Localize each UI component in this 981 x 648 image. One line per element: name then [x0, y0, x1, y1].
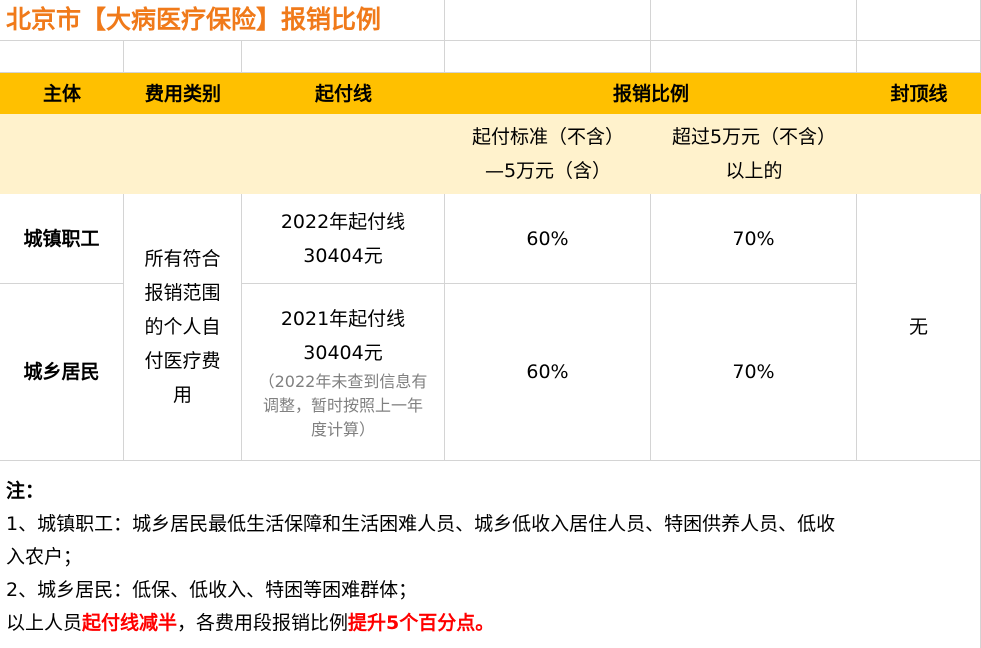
threshold-line2: 30404元 [303, 342, 383, 364]
empty-cell[interactable] [445, 41, 651, 73]
header-cap[interactable]: 封顶线 [857, 73, 981, 114]
category-line: 报销范围 [144, 282, 221, 304]
sheet-title[interactable]: 北京市【大病医疗保险】报销比例 [0, 0, 445, 41]
threshold-line1: 2021年起付线 [280, 308, 406, 330]
cap-merged-cell[interactable]: 无 [857, 194, 981, 461]
row-subject-urban-employee[interactable]: 城镇职工 [0, 194, 124, 284]
header-ratio[interactable]: 报销比例 [445, 73, 857, 114]
header-subject[interactable]: 主体 [0, 73, 124, 114]
row-ratio-high-rural-resident[interactable]: 70% [651, 284, 857, 461]
row-subject-rural-resident[interactable]: 城乡居民 [0, 284, 124, 461]
subheader-ratio-high-line1: 超过5万元（不含） [671, 126, 837, 148]
subheader-ratio-high-line2: 以上的 [725, 160, 783, 182]
row-threshold-urban-employee[interactable]: 2022年起付线 30404元 [242, 194, 445, 284]
subheader-ratio-low[interactable]: 起付标准（不含） —5万元（含） [445, 114, 651, 194]
subheader-empty[interactable] [857, 114, 981, 194]
threshold-line2: 30404元 [303, 244, 383, 267]
empty-cell[interactable] [445, 0, 651, 41]
empty-cell[interactable] [124, 41, 242, 73]
empty-cell[interactable] [0, 41, 124, 73]
category-line: 付医疗费 [144, 350, 221, 372]
notes-line4-prefix: 以上人员 [6, 612, 83, 634]
empty-cell[interactable] [651, 0, 857, 41]
header-threshold[interactable]: 起付线 [242, 73, 445, 114]
category-line: 用 [172, 384, 192, 406]
notes-heading: 注： [6, 480, 45, 502]
empty-cell[interactable] [857, 0, 981, 41]
row-ratio-low-urban-employee[interactable]: 60% [445, 194, 651, 284]
subheader-ratio-low-line1: 起付标准（不含） [471, 126, 624, 148]
category-merged-cell[interactable]: 所有符合 报销范围 的个人自 付医疗费 用 [124, 194, 242, 461]
threshold-note-line3: 度计算） [310, 420, 375, 439]
empty-cell[interactable] [242, 41, 445, 73]
notes-line3: 2、城乡居民：低保、低收入、特困等困难群体； [6, 579, 418, 601]
notes-line2: 入农户； [6, 546, 83, 568]
subheader-ratio-low-line2: —5万元（含） [484, 160, 612, 182]
notes-line4: 以上人员起付线减半，各费用段报销比例提升5个百分点。 [6, 607, 980, 640]
category-line: 所有符合 [144, 248, 221, 270]
row-ratio-high-urban-employee[interactable]: 70% [651, 194, 857, 284]
subheader-ratio-high[interactable]: 超过5万元（不含） 以上的 [651, 114, 857, 194]
threshold-line1: 2022年起付线 [280, 210, 406, 233]
notes-cell[interactable]: 注： 1、城镇职工：城乡居民最低生活保障和生活困难人员、城乡低收入居住人员、特困… [0, 461, 981, 648]
notes-line4-mid: ，各费用段报销比例 [177, 612, 349, 634]
empty-cell[interactable] [857, 41, 981, 73]
row-threshold-rural-resident[interactable]: 2021年起付线 30404元 （2022年未查到信息有 调整，暂时按照上一年 … [242, 284, 445, 461]
category-line: 的个人自 [144, 316, 221, 338]
empty-cell[interactable] [651, 41, 857, 73]
notes-line1: 1、城镇职工：城乡居民最低生活保障和生活困难人员、城乡低收入居住人员、特困供养人… [6, 513, 836, 535]
threshold-note-line2: 调整，暂时按照上一年 [262, 396, 423, 415]
threshold-note-line1: （2022年未查到信息有 [258, 372, 428, 391]
row-ratio-low-rural-resident[interactable]: 60% [445, 284, 651, 461]
highlight-ratio-increase: 提升5个百分点。 [348, 612, 495, 634]
highlight-threshold-halved: 起付线减半 [82, 612, 178, 634]
header-category[interactable]: 费用类别 [124, 73, 242, 114]
subheader-empty[interactable] [0, 114, 445, 194]
